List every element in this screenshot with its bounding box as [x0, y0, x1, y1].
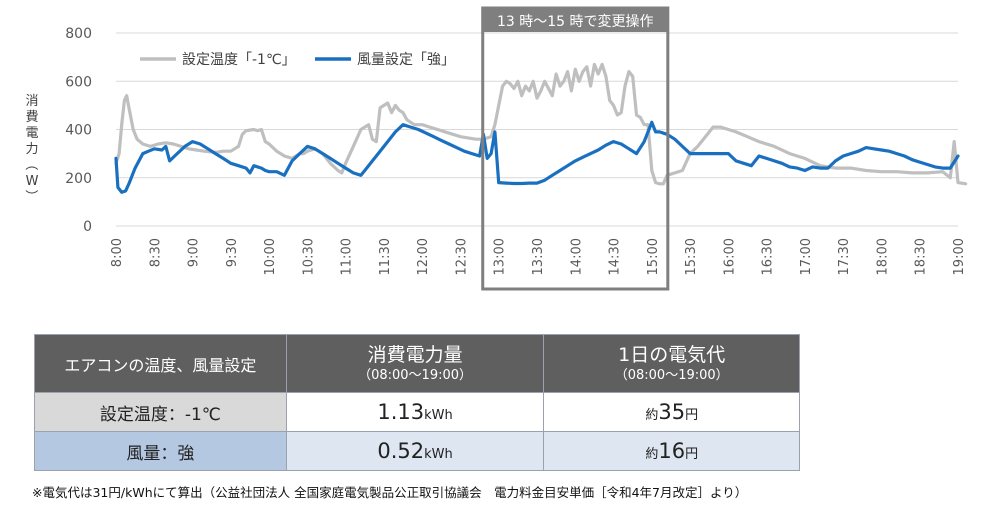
x-tick-label: 15:00: [646, 238, 661, 275]
change-period-annotation: 13 時～15 時で変更操作: [481, 6, 670, 291]
legend-label: 設定温度「-1℃」: [182, 52, 296, 68]
x-tick-label: 8:00: [110, 238, 125, 267]
y-tick-label: 200: [65, 171, 92, 187]
x-tick-label: 8:30: [148, 238, 163, 267]
y-label-char: 力: [25, 142, 38, 157]
x-tick-label: 16:00: [722, 238, 737, 275]
row-consumption: 1.13kWh: [285, 392, 545, 432]
y-label-char: 消: [25, 94, 38, 109]
x-tick-label: 12:00: [416, 238, 431, 275]
series-line-temperature: [114, 62, 968, 186]
y-tick-label: 0: [83, 219, 92, 235]
header-setting: エアコンの温度、風量設定: [34, 334, 287, 393]
x-tick-label: 17:00: [799, 238, 814, 275]
header-consumption-sub: （08:00～19:00）: [358, 367, 473, 383]
y-label-char: 電: [25, 126, 38, 141]
y-axis-label: 消費電力（ W）: [23, 94, 39, 203]
x-tick-label: 11:00: [340, 238, 355, 275]
row-cost: 約16円: [543, 431, 800, 471]
power-consumption-chart: 0 200 400 600 800 8:00 8:30 9:00 9:30 10:00 10:30…: [23, 6, 968, 291]
x-tick-label: 18:30: [914, 238, 929, 275]
x-tick-label: 9:30: [225, 238, 240, 267]
header-consumption-main: 消費電力量: [367, 343, 463, 366]
annotation-header: [482, 8, 668, 32]
chart-lines: [114, 62, 968, 194]
series-line-airflow: [114, 120, 960, 194]
x-tick-label: 14:30: [608, 238, 623, 275]
x-tick-label: 11:30: [378, 238, 393, 275]
y-label-char: 費: [25, 110, 38, 125]
footnote: ※電気代は31円/kWhにて算出（公益社団法人 全国家庭電気製品公正取引協議会 …: [32, 485, 748, 500]
header-cost-sub: （08:00～19:00）: [614, 367, 729, 383]
x-tick-label: 19:00: [952, 238, 967, 275]
row-consumption: 0.52kWh: [285, 431, 545, 471]
y-label-char: ）: [23, 189, 38, 202]
x-tick-label: 10:00: [263, 238, 278, 275]
header-cost-main: 1日の電気代: [618, 343, 726, 366]
x-tick-label: 13:00: [493, 238, 508, 275]
table-row: 風量：強 0.52kWh 約16円: [34, 431, 800, 471]
x-tick-label: 16:30: [761, 238, 776, 275]
y-tick-label: 600: [65, 74, 92, 90]
table-row: 設定温度：-1℃ 1.13kWh 約35円: [34, 392, 800, 432]
y-label-char: （: [23, 157, 38, 170]
x-tick-label: 10:30: [301, 238, 316, 275]
y-axis: 0 200 400 600 800: [65, 26, 92, 235]
x-tick-label: 18:00: [875, 238, 890, 275]
header-consumption: 消費電力量 （08:00～19:00）: [285, 334, 545, 393]
x-tick-label: 17:30: [837, 238, 852, 275]
chart-legend: 設定温度「-1℃」 風量設定「強」: [140, 52, 455, 68]
y-tick-label: 400: [65, 123, 92, 139]
y-tick-label: 800: [65, 26, 92, 42]
comparison-table: エアコンの温度、風量設定 消費電力量 （08:00～19:00） 1日の電気代 …: [34, 334, 800, 471]
x-axis: 8:00 8:30 9:00 9:30 10:00 10:30 11:00 11:30 12:0…: [110, 238, 967, 275]
x-tick-label: 14:00: [569, 238, 584, 275]
row-cost: 約35円: [543, 392, 800, 432]
annotation-label: 13 時～15 時で変更操作: [497, 13, 654, 30]
header-cost: 1日の電気代 （08:00～19:00）: [543, 334, 800, 393]
x-tick-label: 12:30: [454, 238, 469, 275]
y-label-char: W: [26, 174, 39, 189]
x-tick-label: 15:30: [684, 238, 699, 275]
legend-label: 風量設定「強」: [357, 52, 455, 68]
row-label: 風量：強: [34, 431, 287, 471]
x-tick-label: 13:30: [531, 238, 546, 275]
row-label: 設定温度：-1℃: [34, 392, 287, 432]
x-tick-label: 9:00: [187, 238, 202, 267]
